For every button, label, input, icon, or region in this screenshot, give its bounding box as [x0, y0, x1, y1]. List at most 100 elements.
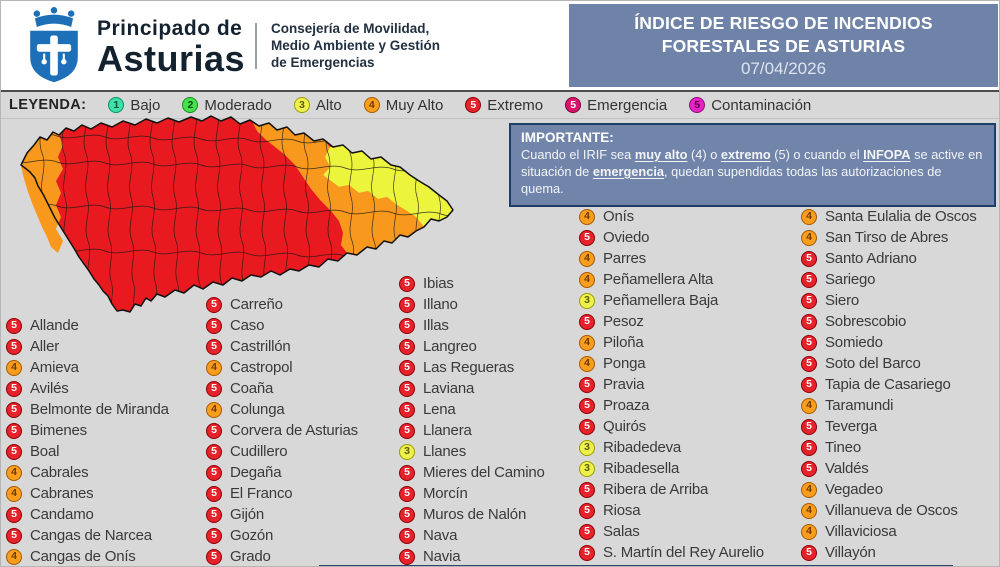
- municipality-row: 5 Llanera: [399, 420, 545, 441]
- municipality-name: Llanera: [423, 422, 472, 439]
- municipality-name: Boal: [30, 443, 60, 460]
- municipality-name: Allande: [30, 317, 79, 334]
- asturias-risk-map: [20, 115, 454, 313]
- risk-level-badge: 5: [206, 422, 222, 439]
- risk-level-badge: 5: [399, 506, 415, 523]
- risk-level-badge: 4: [579, 355, 595, 372]
- municipality-name: Castrillón: [230, 338, 291, 355]
- risk-level-badge: 5: [579, 481, 595, 498]
- municipality-row: 5 Gozón: [206, 525, 358, 546]
- municipality-row: 4 Taramundi: [801, 395, 977, 416]
- risk-level-badge: 5: [801, 355, 817, 372]
- municipality-column-1: 5 Allande 5 Aller 4 Amieva 5 Avilés 5 Be…: [6, 315, 169, 566]
- municipality-row: 5 Morcín: [399, 483, 545, 504]
- notice-text-segment: (4) o: [687, 147, 721, 162]
- legend-item: 4 Muy Alto: [363, 97, 443, 114]
- municipality-name: Cangas de Onís: [30, 548, 136, 565]
- risk-level-badge: 5: [579, 523, 595, 540]
- municipality-row: 5 Gijón: [206, 504, 358, 525]
- municipality-name: Grado: [230, 548, 271, 565]
- risk-level-badge: 5: [579, 313, 595, 330]
- risk-level-badge: 1: [108, 97, 125, 113]
- municipality-row: 3 Peñamellera Baja: [579, 290, 764, 311]
- risk-level-badge: 5: [6, 506, 22, 523]
- municipality-row: 5 Laviana: [399, 378, 545, 399]
- municipality-name: Valdés: [825, 460, 869, 477]
- map-region-northeast-alto: [323, 145, 453, 227]
- municipality-row: 5 Castrillón: [206, 336, 358, 357]
- risk-level-badge: 5: [801, 439, 817, 456]
- risk-level-badge: 5: [801, 292, 817, 309]
- municipality-row: 5 Sariego: [801, 269, 977, 290]
- municipality-name: Caso: [230, 317, 265, 334]
- municipality-row: 5 Illas: [399, 315, 545, 336]
- municipality-name: Carreño: [230, 296, 283, 313]
- risk-level-badge: 3: [579, 292, 595, 309]
- risk-level-badge: 5: [801, 334, 817, 351]
- municipality-name: Ponga: [603, 355, 646, 372]
- municipality-row: 4 Cabrales: [6, 462, 169, 483]
- municipality-name: Teverga: [825, 418, 877, 435]
- municipality-row: 5 Candamo: [6, 504, 169, 525]
- risk-level-badge: 5: [206, 317, 222, 334]
- municipality-row: 3 Llanes: [399, 441, 545, 462]
- municipality-name: Laviana: [423, 380, 475, 397]
- municipality-name: Peñamellera Baja: [603, 292, 719, 309]
- municipality-column-5: 4 Santa Eulalia de Oscos 4 San Tirso de …: [801, 206, 977, 563]
- risk-level-badge: 5: [6, 380, 22, 397]
- municipality-row: 3 Ribadedeva: [579, 437, 764, 458]
- notice-text-segment: INFOPA: [863, 147, 911, 162]
- risk-level-badge: 5: [579, 376, 595, 393]
- municipality-name: Ribadesella: [603, 460, 680, 477]
- risk-level-badge: 5: [801, 250, 817, 267]
- risk-level-badge: 5: [579, 502, 595, 519]
- risk-level-badge: 5: [206, 296, 222, 313]
- municipality-column-3: 5 Ibias 5 Illano 5 Illas 5 Langreo 5 Las…: [399, 273, 545, 566]
- municipality-row: 5 Teverga: [801, 416, 977, 437]
- municipality-row: 4 Onís: [579, 206, 764, 227]
- municipality-name: Tineo: [825, 439, 861, 456]
- report-date: 07/04/2026: [740, 59, 827, 79]
- risk-level-badge: 4: [801, 502, 817, 519]
- notice-body: Cuando el IRIF sea muy alto (4) o extrem…: [521, 147, 984, 198]
- risk-level-badge: 4: [801, 481, 817, 498]
- notice-text-segment: se active en situación de: [521, 147, 983, 179]
- municipality-name: Ribera de Arriba: [603, 481, 709, 498]
- municipality-row: 4 Villanueva de Oscos: [801, 500, 977, 521]
- municipality-row: 5 Illano: [399, 294, 545, 315]
- municipality-name: Bimenes: [30, 422, 87, 439]
- municipality-name: Nava: [423, 527, 458, 544]
- risk-level-badge: 4: [206, 401, 222, 418]
- municipality-name: Belmonte de Miranda: [30, 401, 169, 418]
- risk-level-badge: 5: [206, 527, 222, 544]
- municipality-name: Soto del Barco: [825, 355, 921, 372]
- org-name-line2: Asturias: [97, 38, 246, 79]
- risk-level-badge: 4: [801, 523, 817, 540]
- risk-level-badge: 5: [579, 397, 595, 414]
- risk-level-badge: 5: [399, 464, 415, 481]
- risk-level-badge: 5: [399, 380, 415, 397]
- department-line: de Emergencias: [271, 54, 375, 70]
- title-box: ÍNDICE DE RIESGO DE INCENDIOS FORESTALES…: [569, 4, 998, 87]
- risk-level-badge: 5: [801, 460, 817, 477]
- department-line: Consejería de Movilidad,: [271, 21, 430, 36]
- municipality-column-2: 5 Carreño 5 Caso 5 Castrillón 4 Castropo…: [206, 294, 358, 566]
- municipality-name: Gijón: [230, 506, 265, 523]
- municipality-row: 5 Valdés: [801, 458, 977, 479]
- risk-level-badge: 5: [6, 422, 22, 439]
- municipality-name: Pesoz: [603, 313, 644, 330]
- municipality-name: Aller: [30, 338, 60, 355]
- municipality-name: Llanes: [423, 443, 467, 460]
- municipality-name: Amieva: [30, 359, 79, 376]
- risk-level-badge: 5: [689, 97, 706, 113]
- risk-level-badge: 5: [206, 380, 222, 397]
- risk-level-badge: 5: [6, 527, 22, 544]
- municipality-row: 5 Soto del Barco: [801, 353, 977, 374]
- risk-level-badge: 5: [801, 544, 817, 561]
- municipality-row: 5 Ribera de Arriba: [579, 479, 764, 500]
- municipality-row: 5 Sobrescobio: [801, 311, 977, 332]
- municipality-name: Illas: [423, 317, 449, 334]
- municipality-row: 5 Tapia de Casariego: [801, 374, 977, 395]
- risk-level-badge: 5: [206, 464, 222, 481]
- municipality-row: 4 Santa Eulalia de Oscos: [801, 206, 977, 227]
